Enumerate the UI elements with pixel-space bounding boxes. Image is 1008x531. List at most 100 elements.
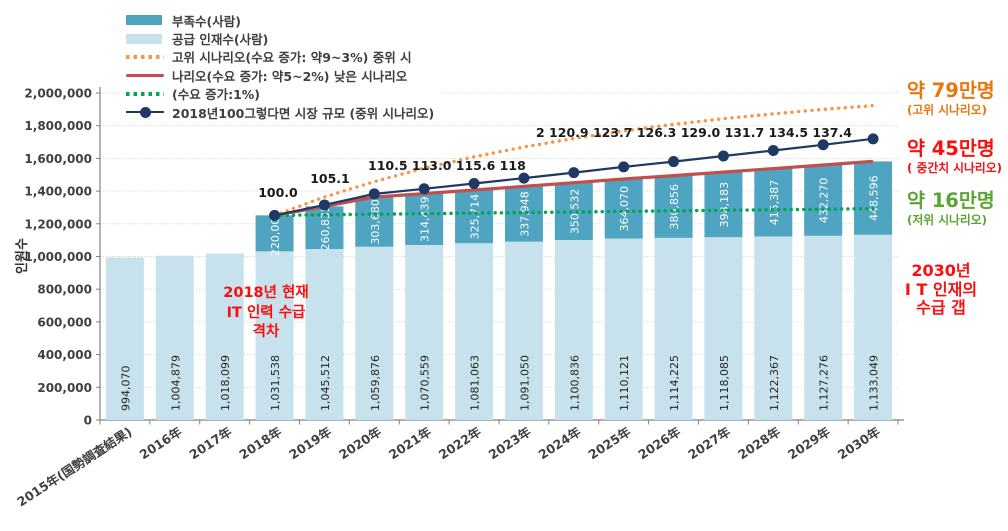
supply-bar — [854, 234, 893, 420]
x-tick-label: 2029年 — [785, 424, 833, 463]
shortage-bar — [854, 161, 893, 235]
shortage-bar — [554, 182, 593, 241]
market-index-label: 105.1 — [310, 171, 350, 186]
shortage-value-label: 364,070 — [618, 186, 631, 232]
market-index-marker — [368, 188, 380, 200]
low-scenario-swatch-icon — [126, 92, 166, 96]
supply-bar — [405, 244, 444, 420]
market-index-marker — [717, 150, 729, 162]
market-index-marker — [618, 161, 630, 173]
supply-bar — [355, 246, 394, 420]
shortage-value-label: 350,532 — [568, 189, 581, 235]
gap-2018-line: 격차 — [252, 324, 280, 340]
gap-2030-annotation: 2030년 I T 인재의 수급 갭 — [880, 261, 1002, 318]
market-index-marker — [418, 183, 430, 195]
x-tick-label: 2022年 — [436, 424, 484, 463]
market-index-marker — [468, 177, 480, 189]
gap-annotation-high: 약 79만명 (고위 시나리오) — [902, 80, 1008, 117]
gap-mid-scenario: ( 중간치 시나리오) — [907, 161, 1002, 176]
legend-label: 고위 시나리오(수요 증가: 약9~3%) 중위 시 — [172, 50, 412, 66]
shortage-value-label: 314,439 — [419, 197, 432, 243]
market-index-label: 2 120.9 123.7 126.3 129.0 131.7 134.5 13… — [536, 125, 852, 140]
gap-high-scenario: (고위 시나리오) — [907, 103, 988, 118]
supply-bar — [255, 251, 294, 420]
supply-value-label: 994,070 — [119, 366, 132, 412]
shortage-value-label: 398,183 — [718, 182, 731, 228]
market-index-marker — [568, 167, 580, 179]
supply-bar — [804, 235, 843, 420]
supply-bar — [504, 241, 543, 420]
x-tick-label: 2026年 — [635, 424, 683, 463]
low-scenario-line — [272, 206, 875, 218]
x-tick-label: 2015年(国勢調査結果) — [14, 424, 134, 509]
x-tick-label: 2020年 — [336, 424, 384, 463]
market-index-markers — [269, 133, 879, 221]
supply-bar — [654, 237, 693, 420]
legend-item-shortage: 부족수(사람) — [126, 11, 434, 29]
market-index-marker — [668, 156, 680, 168]
axis-ticks — [96, 92, 899, 425]
market-index-labels: 100.0 105.1 110.5 113.0 115.6 118 2 120.9 1… — [258, 125, 852, 200]
gap-2018-line: IT 인력 수급 — [226, 304, 306, 321]
shortage-value-label: 415,387 — [768, 180, 781, 226]
x-tick-label: 2025年 — [585, 424, 633, 463]
shortage-bar — [754, 168, 793, 237]
shortage-bar — [804, 165, 843, 236]
supply-value-label: 1,100,836 — [568, 355, 581, 411]
gap-low-scenario: (저위 시나리오) — [907, 213, 988, 228]
supply-bar — [205, 253, 244, 420]
supply-value-label: 1,018,099 — [219, 355, 232, 411]
supply-bar — [455, 243, 494, 420]
x-tick-label: 2018年 — [236, 424, 284, 463]
supply-value-label: 1,122,367 — [768, 355, 781, 411]
supply-bar — [155, 255, 194, 420]
market-index-label: 110.5 113.0 115.6 118 — [368, 158, 526, 173]
y-tick-label: 1,200,000 — [24, 217, 92, 231]
legend-label: 부족수(사람) — [172, 13, 241, 29]
y-tick-label: 1,600,000 — [24, 152, 92, 166]
supply-bar — [105, 257, 144, 420]
supply-value-label: 1,127,276 — [818, 355, 831, 411]
x-tick-labels: 2015年(国勢調査結果) 2016年 2017年 2018年 2019年 2020年 20… — [14, 424, 883, 510]
y-tick-label: 600,000 — [37, 315, 92, 329]
supply-value-label: 1,110,121 — [618, 355, 631, 411]
y-tick-label: 0 — [84, 414, 92, 428]
market-index-swatch-icon — [126, 107, 166, 117]
gap-2018-line: 2018년 현재 — [223, 285, 309, 301]
shortage-bar — [355, 197, 394, 247]
shortage-bar — [255, 215, 294, 252]
x-tick-label: 2021年 — [386, 424, 434, 463]
gap-2030-line: 수급 갭 — [916, 298, 966, 317]
supply-value-label: 1,045,512 — [319, 355, 332, 411]
supply-value-label: 1,070,559 — [419, 355, 432, 411]
supply-value-label: 1,091,050 — [518, 355, 531, 411]
market-index-marker — [318, 199, 330, 211]
y-tick-label: 200,000 — [37, 381, 92, 395]
legend-item-high-scenario: 고위 시나리오(수요 증가: 약9~3%) 중위 시 — [126, 48, 434, 66]
shortage-bar — [405, 193, 444, 245]
supply-value-label: 1,118,085 — [718, 355, 731, 411]
y-tick-label: 1,800,000 — [24, 119, 92, 133]
legend-item-low-scenario: (수요 증가:1%) — [126, 85, 434, 103]
shortage-value-label: 220,000 — [269, 211, 282, 256]
gap-annotation-mid: 약 45만명 ( 중간치 시나리오) — [902, 138, 1008, 175]
y-axis-title: 인원수 — [14, 238, 30, 274]
legend-item-supply: 공급 인재수(사람) — [126, 29, 434, 47]
gap-2030-line: 2030년 — [911, 261, 971, 280]
y-tick-label: 2,000,000 — [24, 87, 92, 101]
supply-value-label: 1,031,538 — [269, 355, 282, 411]
y-tick-label: 1,400,000 — [24, 185, 92, 199]
supply-bar — [754, 236, 793, 420]
shortage-value-label: 432,270 — [818, 178, 831, 224]
x-tick-label: 2017年 — [186, 424, 234, 463]
gap-low-value: 약 16만명 — [907, 189, 995, 212]
y-tick-label: 800,000 — [37, 283, 92, 297]
x-tick-label: 2016年 — [137, 424, 185, 463]
shortage-bar — [504, 186, 543, 242]
legend-label: 공급 인재수(사람) — [172, 32, 269, 48]
y-tick-label: 400,000 — [37, 348, 92, 362]
x-tick-label: 2027年 — [685, 424, 733, 463]
market-index-marker — [269, 209, 281, 221]
